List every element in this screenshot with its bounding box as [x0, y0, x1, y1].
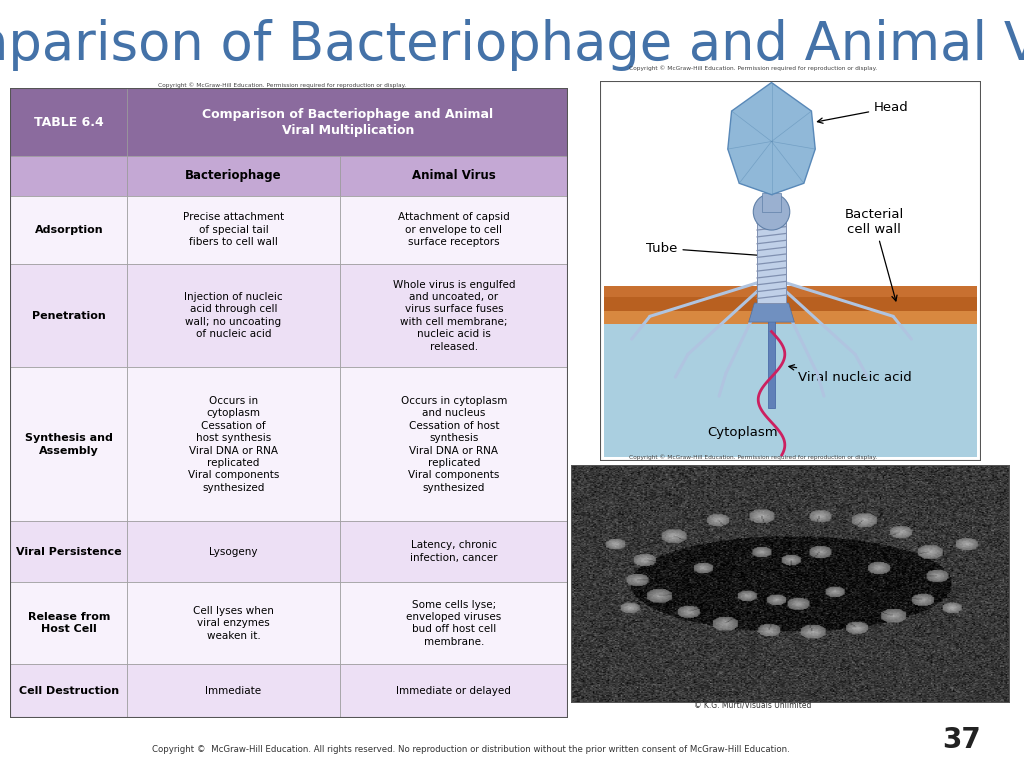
Bar [768, 301, 775, 408]
Bar [340, 263, 568, 367]
Bar [340, 521, 568, 582]
Text: Precise attachment
of special tail
fibers to cell wall: Precise attachment of special tail fiber… [183, 212, 284, 247]
Bar [340, 582, 568, 664]
Text: Bacteriophage: Bacteriophage [185, 170, 282, 183]
Text: Release from
Host Cell: Release from Host Cell [28, 612, 110, 634]
Text: Viral nucleic acid: Viral nucleic acid [788, 365, 912, 384]
Bar [127, 521, 340, 582]
Bar [127, 157, 340, 196]
Text: 37: 37 [942, 727, 981, 754]
Text: Copyright © McGraw-Hill Education. Permission required for reproduction or displ: Copyright © McGraw-Hill Education. Permi… [629, 65, 877, 71]
Text: Penetration: Penetration [32, 310, 105, 320]
Text: Bacterial
cell wall: Bacterial cell wall [845, 207, 904, 301]
Text: Copyright ©  McGraw-Hill Education. All rights reserved. No reproduction or dist: Copyright © McGraw-Hill Education. All r… [153, 745, 790, 754]
Text: Copyright © McGraw-Hill Education. Permission required for reproduction or displ: Copyright © McGraw-Hill Education. Permi… [158, 82, 406, 88]
Bar [604, 320, 977, 457]
Text: Cell lyses when
viral enzymes
weaken it.: Cell lyses when viral enzymes weaken it. [194, 606, 273, 641]
Text: Adsorption: Adsorption [35, 225, 103, 235]
Text: Comparison of Bacteriophage and Animal Virus: Comparison of Bacteriophage and Animal V… [0, 19, 1024, 71]
Bar [340, 367, 568, 521]
Bar [10, 263, 127, 367]
Text: Head: Head [817, 101, 909, 124]
Text: Whole virus is engulfed
and uncoated, or
virus surface fuses
with cell membrane;: Whole virus is engulfed and uncoated, or… [392, 280, 515, 352]
Text: Viral Persistence: Viral Persistence [16, 547, 122, 557]
Text: Some cells lyse;
enveloped viruses
bud off host cell
membrane.: Some cells lyse; enveloped viruses bud o… [407, 600, 502, 647]
Text: TABLE 6.4: TABLE 6.4 [34, 116, 103, 129]
Bar [127, 88, 568, 157]
Text: Cytoplasm: Cytoplasm [707, 426, 777, 439]
Bar [762, 193, 781, 212]
Bar [340, 196, 568, 263]
Text: Immediate or delayed: Immediate or delayed [396, 687, 511, 697]
Text: Immediate: Immediate [206, 687, 261, 697]
Bar [604, 286, 977, 324]
Bar [10, 157, 127, 196]
Bar [127, 263, 340, 367]
Text: Latency, chronic
infection, cancer: Latency, chronic infection, cancer [411, 541, 498, 563]
Polygon shape [749, 303, 795, 322]
Text: © K.G. Murti/Visuals Unlimited: © K.G. Murti/Visuals Unlimited [694, 700, 811, 710]
Bar [10, 664, 127, 718]
Text: Occurs in
cytoplasm
Cessation of
host synthesis
Viral DNA or RNA
replicated
Vira: Occurs in cytoplasm Cessation of host sy… [187, 396, 280, 493]
Bar [127, 664, 340, 718]
Bar [340, 157, 568, 196]
Bar [10, 521, 127, 582]
Text: Tube: Tube [646, 242, 783, 260]
Text: Occurs in cytoplasm
and nucleus
Cessation of host
synthesis
Viral DNA or RNA
rep: Occurs in cytoplasm and nucleus Cessatio… [400, 396, 507, 493]
Bar [127, 196, 340, 263]
Text: Cell Destruction: Cell Destruction [18, 687, 119, 697]
Bar [604, 286, 977, 297]
Bar [340, 664, 568, 718]
Bar [127, 367, 340, 521]
Bar [127, 582, 340, 664]
Polygon shape [728, 82, 815, 195]
Text: Attachment of capsid
or envelope to cell
surface receptors: Attachment of capsid or envelope to cell… [398, 212, 510, 247]
Text: Animal Virus: Animal Virus [412, 170, 496, 183]
Bar [757, 212, 786, 303]
Text: Injection of nucleic
acid through cell
wall; no uncoating
of nucleic acid: Injection of nucleic acid through cell w… [184, 292, 283, 339]
Bar [10, 196, 127, 263]
Text: Synthesis and
Assembly: Synthesis and Assembly [25, 433, 113, 455]
Text: Comparison of Bacteriophage and Animal
Viral Multiplication: Comparison of Bacteriophage and Animal V… [203, 108, 494, 137]
Text: Lysogeny: Lysogeny [209, 547, 258, 557]
Bar [604, 310, 977, 324]
Bar [10, 88, 127, 157]
Text: Copyright © McGraw-Hill Education. Permission required for reproduction or displ: Copyright © McGraw-Hill Education. Permi… [629, 455, 877, 460]
Circle shape [754, 194, 790, 230]
Bar [10, 582, 127, 664]
Bar [10, 367, 127, 521]
